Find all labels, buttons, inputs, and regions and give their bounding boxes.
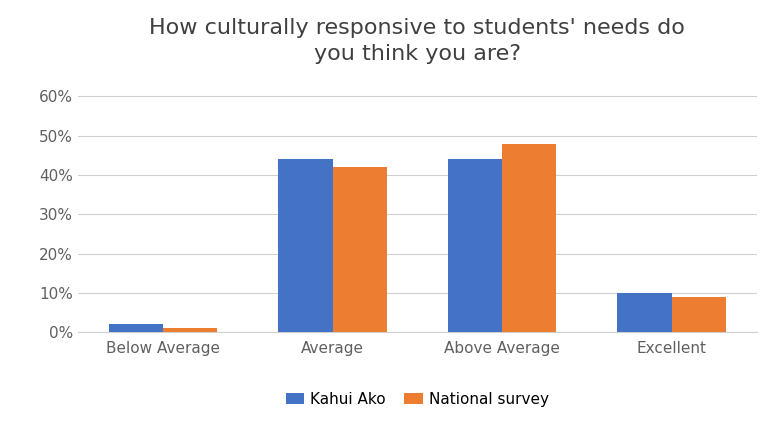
Bar	[672, 297, 725, 332]
Bar	[278, 159, 332, 332]
Bar	[163, 328, 218, 332]
Bar	[502, 144, 556, 332]
Legend: Kahui Ako, National survey: Kahui Ako, National survey	[280, 386, 555, 413]
Bar	[109, 325, 163, 332]
Bar	[617, 293, 672, 332]
Bar	[448, 159, 502, 332]
Title: How culturally responsive to students' needs do
you think you are?: How culturally responsive to students' n…	[149, 17, 686, 64]
Bar	[332, 167, 387, 332]
